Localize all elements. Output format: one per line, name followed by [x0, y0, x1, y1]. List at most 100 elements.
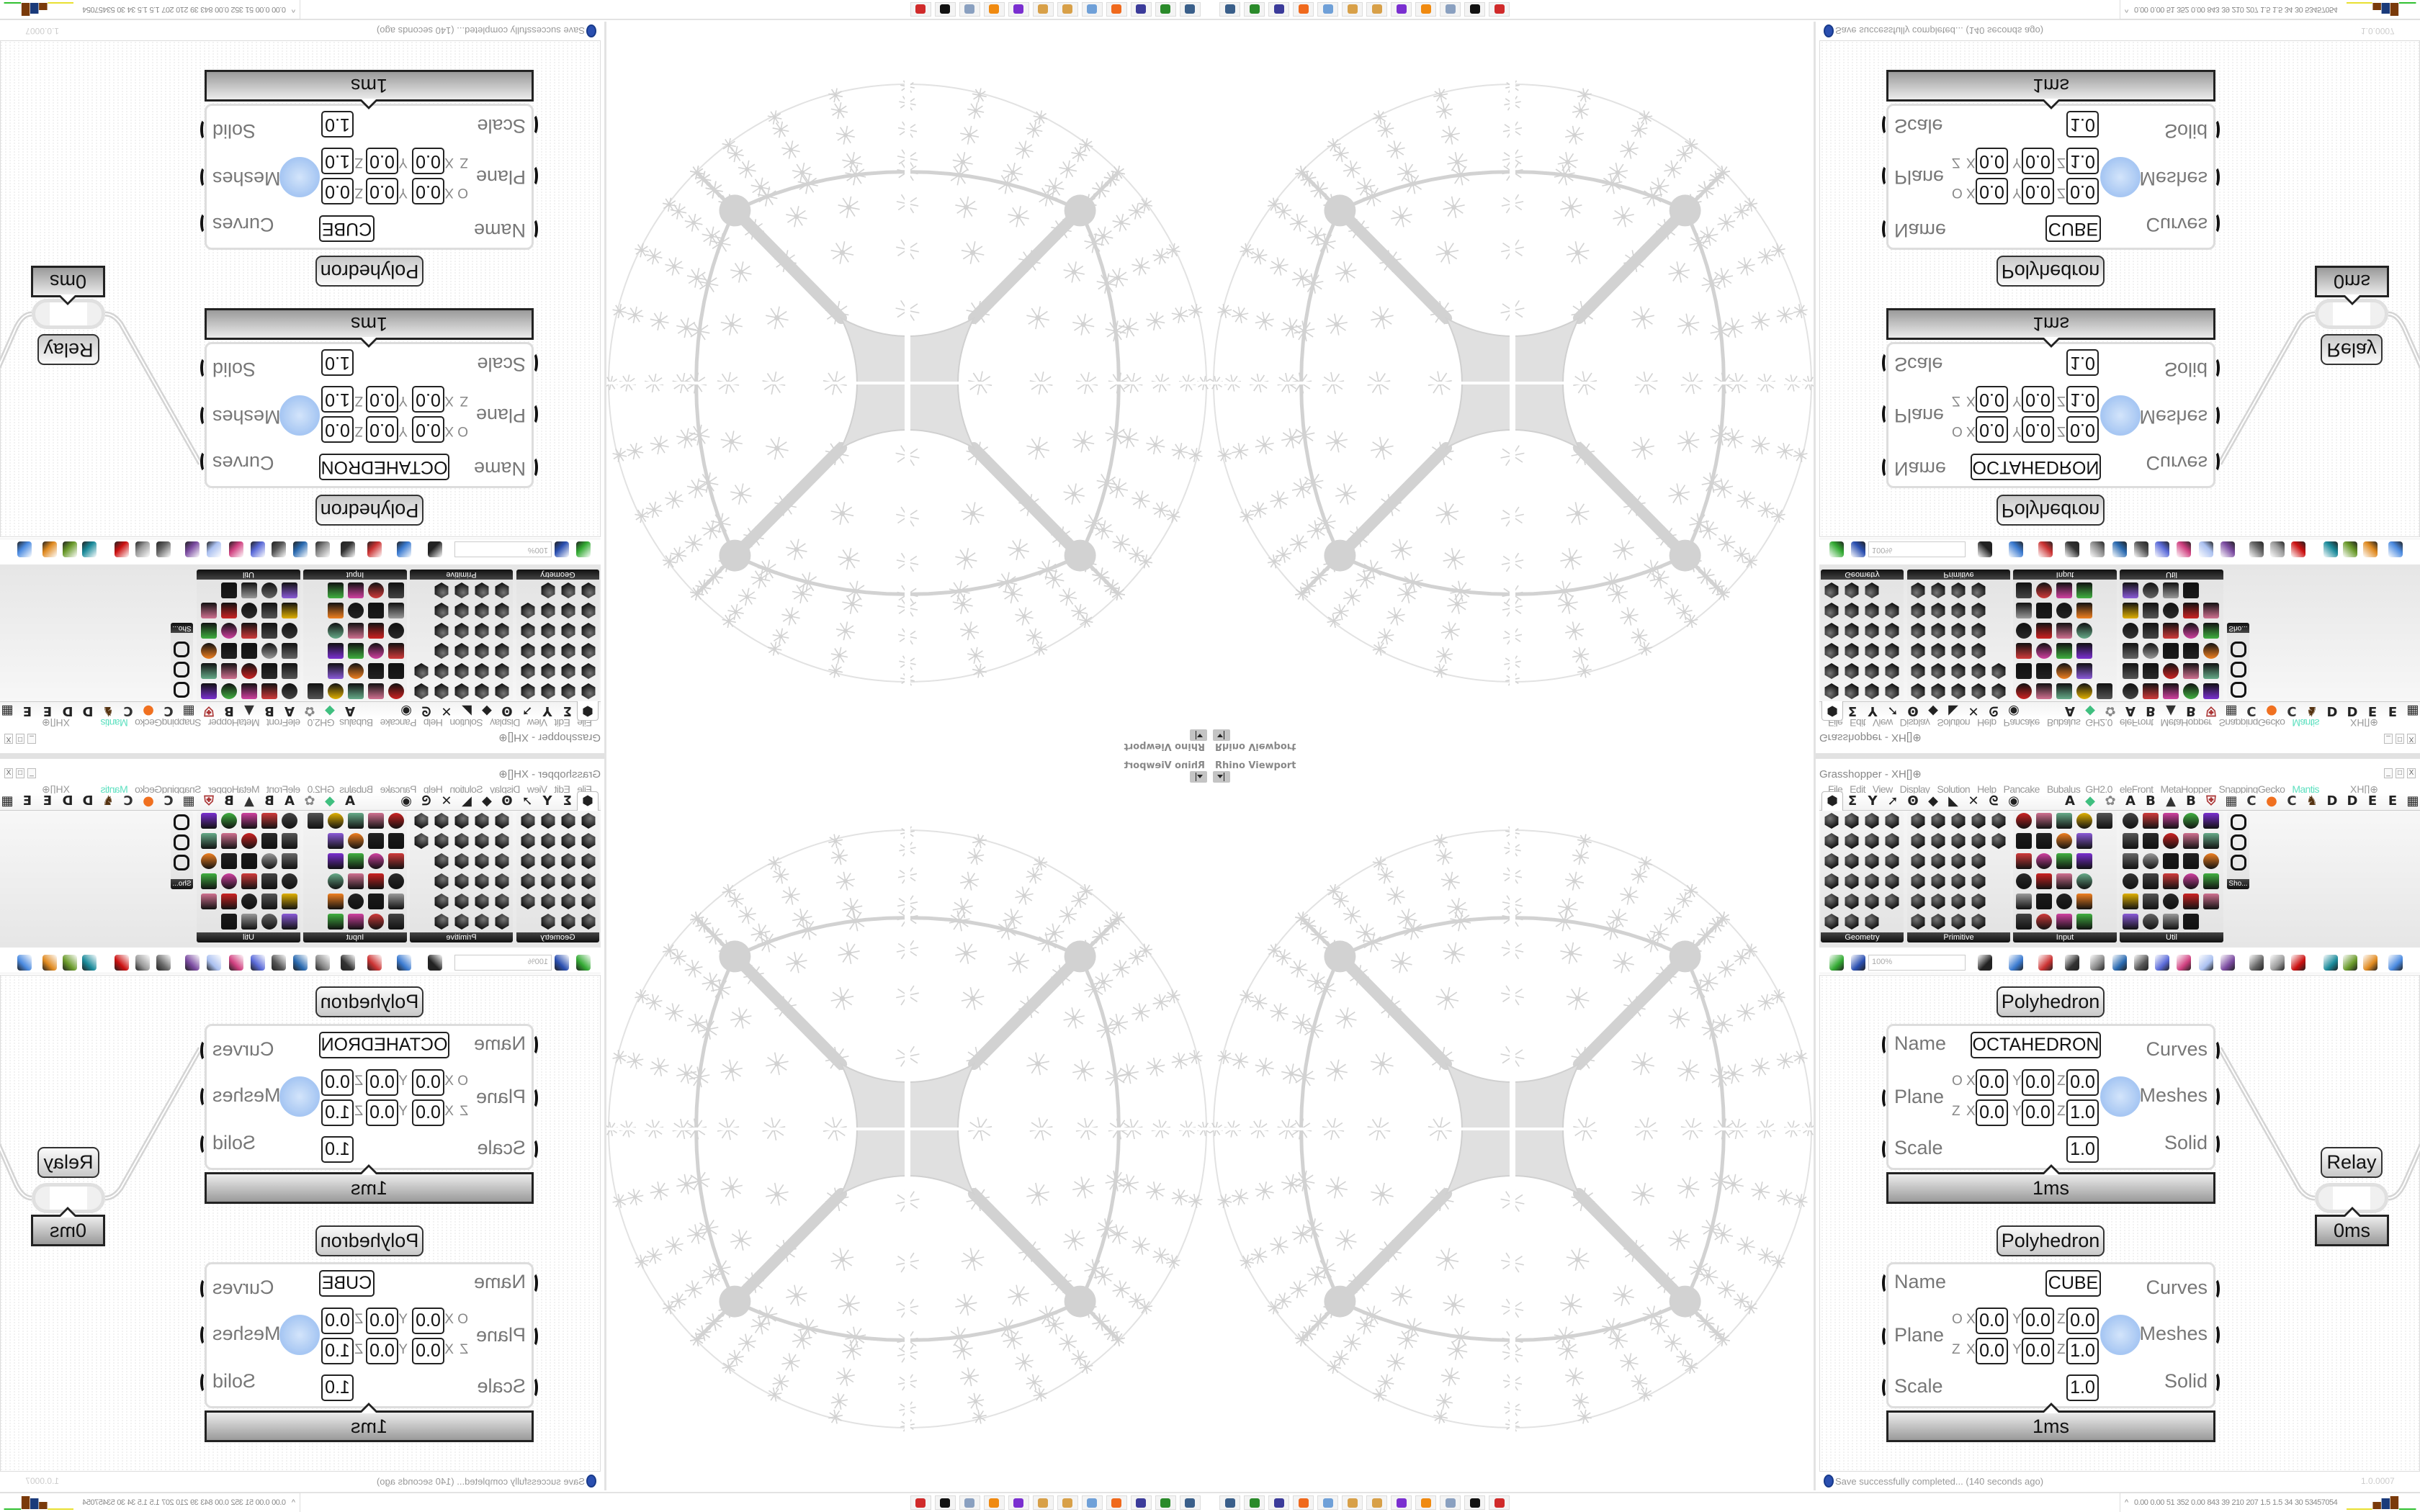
palette-component-icon[interactable] — [2183, 873, 2199, 889]
inkscape-icon[interactable] — [935, 2, 956, 17]
toolbar-icon[interactable] — [2155, 955, 2169, 971]
scale-field[interactable]: 1.0 — [2066, 349, 2099, 376]
panel-label[interactable]: Sho... — [2227, 879, 2249, 889]
palette-component-icon[interactable] — [2036, 833, 2052, 849]
plane-origin-y-field[interactable]: 0.0 — [366, 416, 398, 443]
palette-component-icon[interactable] — [2123, 873, 2138, 889]
palette-component-icon[interactable] — [1951, 873, 1966, 889]
palette-component-icon[interactable] — [2183, 894, 2199, 909]
scale-field[interactable]: 1.0 — [2066, 1136, 2099, 1163]
palette-component-icon[interactable] — [2203, 813, 2219, 829]
palette-component-icon[interactable] — [2203, 894, 2219, 909]
palette-component-icon[interactable] — [1845, 914, 1859, 930]
palette-component-icon[interactable] — [1865, 914, 1879, 930]
toolbar-icon[interactable] — [2388, 955, 2403, 971]
plane-origin-x-field[interactable]: 0.0 — [412, 178, 444, 204]
input-grip[interactable] — [529, 352, 538, 374]
vector-arrow-icon[interactable]: ➚ — [1887, 793, 1899, 809]
plane-origin-z-field[interactable]: 0.0 — [2066, 1069, 2099, 1096]
plugin-tab[interactable]: A — [2065, 793, 2075, 809]
palette-component-icon[interactable] — [2036, 873, 2052, 889]
scale-field[interactable]: 1.0 — [2066, 111, 2099, 138]
plane-zaxis-x-field[interactable]: 0.0 — [1976, 386, 2008, 413]
panel-label[interactable]: Geometry — [1821, 932, 1904, 942]
polyhedron-component[interactable]: Name Plane Scale Curves Meshes Solid OCTAHEDRO… — [200, 342, 538, 488]
palette-component-icon[interactable] — [1911, 813, 1925, 829]
c64-disk-icon[interactable] — [1131, 2, 1152, 17]
polyhedron-component[interactable]: Name Plane Scale Curves Meshes Solid CUBE O X 0.0… — [200, 1262, 538, 1408]
palette-component-icon[interactable] — [1911, 873, 1925, 889]
panel-label[interactable]: Util — [2120, 932, 2223, 942]
input-grip[interactable] — [529, 1138, 538, 1160]
plane-origin-y-field[interactable]: 0.0 — [2022, 1069, 2054, 1096]
palette-component-icon[interactable] — [2036, 894, 2052, 909]
palette-component-icon[interactable] — [2203, 833, 2219, 849]
menu-help[interactable]: Help — [1977, 783, 1996, 795]
input-grip[interactable] — [529, 114, 538, 135]
toolbar-icon[interactable] — [2009, 955, 2023, 971]
palette-component-icon[interactable] — [1931, 914, 1945, 930]
polyhedron-component[interactable]: Name Plane Scale Curves Meshes Solid CUBE O X 0.0… — [1882, 104, 2220, 250]
input-grip[interactable] — [1882, 456, 1891, 478]
palette-component-icon[interactable] — [2056, 914, 2072, 930]
toolbar-icon[interactable] — [2323, 955, 2338, 971]
plane-zaxis-z-field[interactable]: 1.0 — [321, 148, 354, 174]
plane-zaxis-z-field[interactable]: 1.0 — [321, 1099, 354, 1126]
plane-zaxis-x-field[interactable]: 0.0 — [412, 148, 444, 174]
transform-icon[interactable]: ᘓ — [1989, 793, 1999, 809]
output-grip[interactable] — [2211, 1372, 2220, 1393]
plane-origin-x-field[interactable]: 0.0 — [1976, 1308, 2008, 1334]
palette-component-icon[interactable] — [2016, 833, 2032, 849]
palette-component-icon[interactable] — [2056, 813, 2072, 829]
plane-zaxis-y-field[interactable]: 0.0 — [366, 148, 398, 174]
palette-component-icon[interactable] — [1885, 813, 1899, 829]
input-grip[interactable] — [1882, 114, 1891, 135]
output-grip[interactable] — [2211, 119, 2220, 140]
plane-origin-z-field[interactable]: 0.0 — [321, 1308, 354, 1334]
plugin-tab[interactable]: C — [2287, 793, 2297, 809]
palette-component-icon[interactable] — [2076, 873, 2092, 889]
polyhedron-component[interactable]: Name Plane Scale Curves Meshes Solid OCTAHEDRO… — [200, 1024, 538, 1170]
output-grip[interactable] — [200, 1086, 209, 1107]
scale-field[interactable]: 1.0 — [2066, 1374, 2099, 1401]
name-field[interactable]: OCTAHEDRON — [319, 454, 449, 480]
chat-app-icon[interactable] — [1391, 2, 1412, 17]
toolbar-icon[interactable] — [2220, 955, 2235, 971]
maximize-button[interactable]: □ — [2396, 768, 2404, 778]
params-hexagon-icon[interactable]: ⬢ — [1827, 793, 1838, 809]
remote-desktop-icon[interactable] — [1180, 1495, 1201, 1510]
toolbar-icon[interactable] — [2134, 955, 2148, 971]
plugin-tab[interactable]: ● — [2266, 793, 2277, 809]
plane-zaxis-y-field[interactable]: 0.0 — [2022, 1338, 2054, 1364]
plane-zaxis-y-field[interactable]: 0.0 — [366, 1338, 398, 1364]
palette-component-icon[interactable] — [2183, 833, 2199, 849]
name-field[interactable]: CUBE — [319, 1270, 375, 1297]
red-app-icon[interactable] — [1489, 1495, 1510, 1510]
plane-origin-y-field[interactable]: 0.0 — [2022, 1308, 2054, 1334]
rhino-viewport[interactable] — [1210, 756, 1814, 1490]
plane-origin-y-field[interactable]: 0.0 — [366, 178, 398, 204]
display-eye-icon[interactable]: ◉ — [2008, 793, 2020, 809]
plane-origin-x-field[interactable]: 0.0 — [1976, 1069, 2008, 1096]
toolbar-icon[interactable] — [2065, 955, 2079, 971]
plugin-tab[interactable]: A — [2125, 793, 2136, 809]
plane-zaxis-z-field[interactable]: 1.0 — [2066, 148, 2099, 174]
toolbar-icon[interactable] — [1829, 955, 1844, 971]
palette-component-icon[interactable] — [2076, 813, 2092, 829]
toolbar-icon[interactable] — [2363, 955, 2378, 971]
output-grip[interactable] — [2211, 357, 2220, 379]
blender-icon[interactable] — [1415, 1495, 1436, 1510]
palette-component-icon[interactable] — [1885, 833, 1899, 849]
expand-icon[interactable]: ^ — [291, 5, 295, 14]
palette-component-icon[interactable] — [1931, 833, 1945, 849]
plane-origin-y-field[interactable]: 0.0 — [366, 1069, 398, 1096]
palette-component-icon[interactable] — [1911, 833, 1925, 849]
paint-icon[interactable] — [1033, 2, 1054, 17]
palette-component-icon[interactable] — [1971, 833, 1986, 849]
rhino-viewport[interactable] — [606, 756, 1210, 1490]
toolbar-icon[interactable] — [2270, 955, 2285, 971]
calculator-icon[interactable] — [1317, 1495, 1338, 1510]
palette-component-icon[interactable] — [1971, 813, 1986, 829]
palette-component-icon[interactable] — [1824, 853, 1839, 869]
plugin-tab[interactable]: ⛨ — [2206, 793, 2216, 809]
